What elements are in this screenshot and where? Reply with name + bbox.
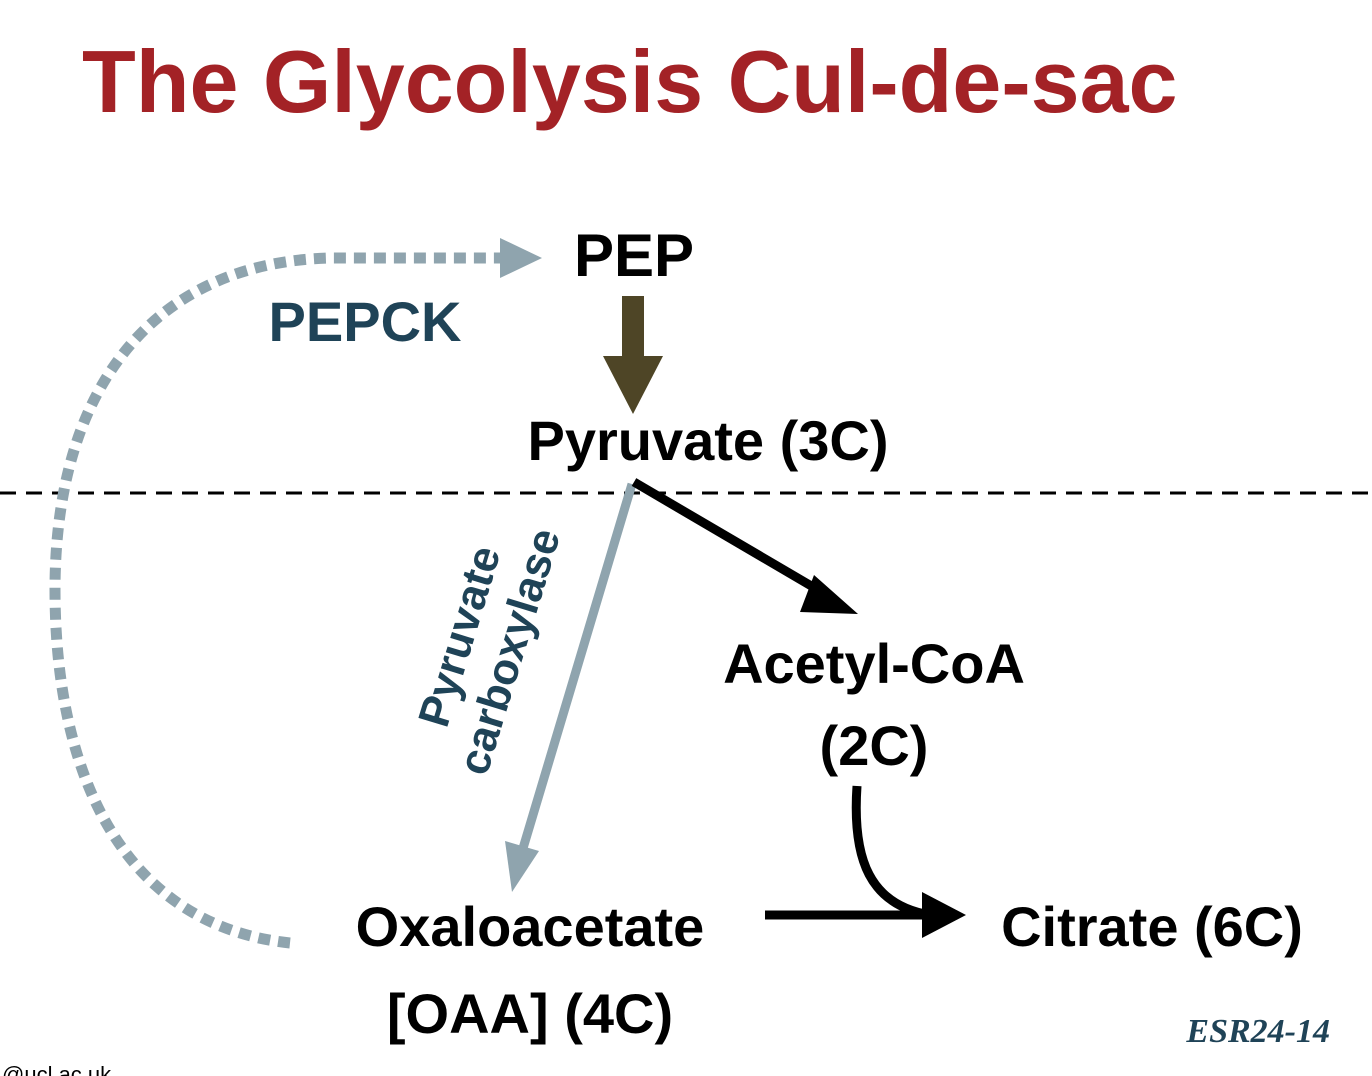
slide-code: ESR24-14 (1185, 1013, 1330, 1050)
oaa-to-citrate-arrowhead (922, 892, 966, 938)
node-pyruvate: Pyruvate (3C) (527, 409, 888, 472)
enzyme-pepck: PEPCK (269, 290, 462, 353)
node-pep: PEP (574, 222, 694, 289)
footer-email-fragment: @ucl.ac.uk (2, 1062, 112, 1076)
pep-to-pyruvate-shaft (622, 296, 644, 358)
acetylcoa-to-citrate-curve (851, 785, 931, 920)
pep-to-pyruvate-arrowhead (603, 356, 663, 414)
node-oaa-line2: [OAA] (4C) (387, 982, 673, 1045)
enzyme-pyruvate-carboxylase: Pyruvate carboxylase (409, 523, 570, 781)
pyruvate-carboxylase-arrowhead (505, 841, 539, 892)
node-oaa-line1: Oxaloacetate (356, 895, 705, 958)
slide-title: The Glycolysis Cul-de-sac (82, 32, 1178, 131)
pyruvate-to-acetylcoa-shaft (631, 478, 828, 598)
node-acetylcoa-line1: Acetyl-CoA (723, 632, 1025, 695)
pepck-arrowhead (500, 238, 542, 278)
pyruvate-carboxylase-arrow-shaft (516, 482, 637, 857)
node-acetylcoa-line2: (2C) (820, 714, 929, 777)
node-citrate: Citrate (6C) (1001, 895, 1303, 958)
pyruvate-to-acetylcoa-arrowhead (800, 575, 858, 614)
pepck-dotted-arrow (49, 252, 500, 949)
